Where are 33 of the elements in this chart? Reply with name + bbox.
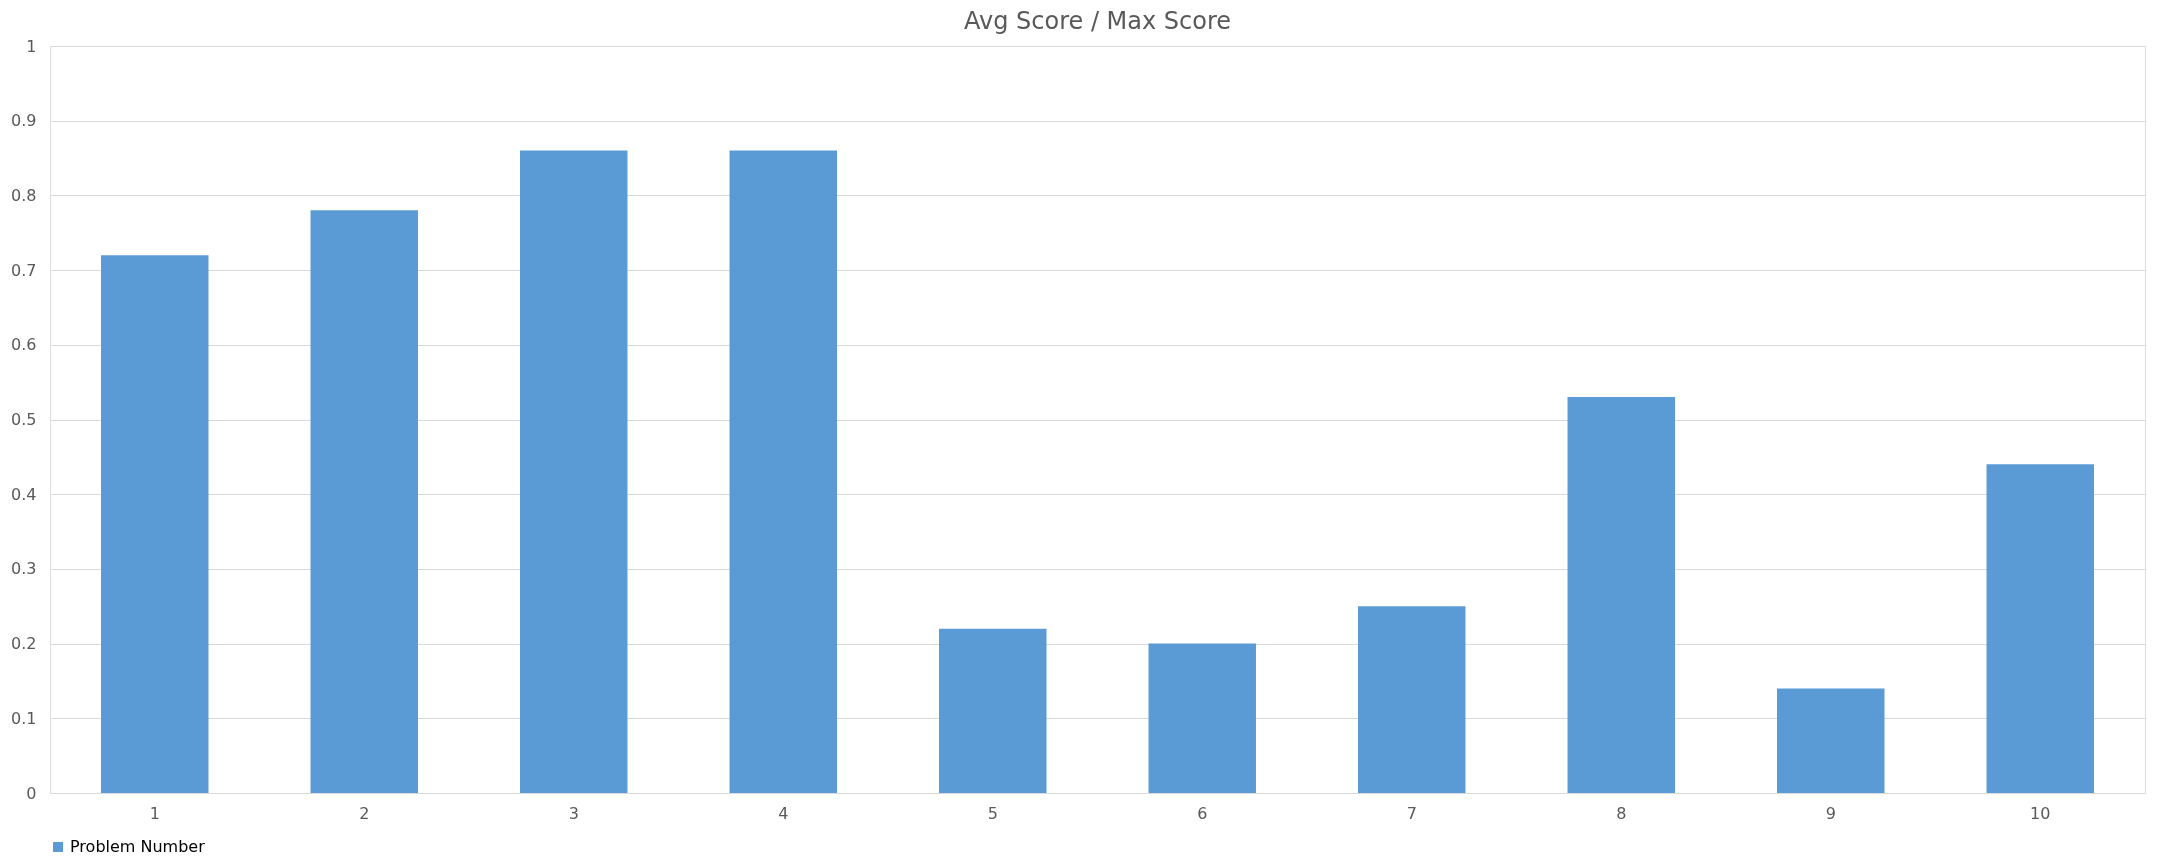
x-tick-label: 4	[778, 803, 789, 823]
x-tick-label: 10	[2030, 803, 2051, 823]
y-tick-label: 0.1	[11, 708, 37, 728]
bar	[729, 150, 837, 793]
x-tick-label: 3	[568, 803, 579, 823]
y-tick-label: 0.9	[11, 111, 37, 131]
y-tick-label: 0.6	[11, 335, 37, 355]
x-tick-label: 9	[1825, 803, 1836, 823]
bar	[101, 255, 209, 793]
bar	[1986, 464, 2094, 793]
y-tick-label: 0.2	[11, 634, 37, 654]
x-tick-label: 5	[987, 803, 998, 823]
bar	[1148, 643, 1256, 793]
y-tick-label: 0	[26, 783, 37, 803]
chart-title: Avg Score / Max Score	[963, 7, 1232, 35]
y-tick-label: 0.3	[11, 559, 37, 579]
bar	[1777, 688, 1885, 793]
y-tick-label: 0.8	[11, 185, 37, 205]
legend-label: Problem Number	[70, 837, 206, 856]
y-tick-label: 0.5	[11, 410, 37, 429]
y-tick-label: 1	[26, 36, 37, 56]
y-tick-label: 0.4	[11, 484, 37, 504]
bar	[939, 628, 1047, 793]
x-tick-label: 6	[1197, 803, 1208, 823]
x-tick-label: 2	[359, 803, 370, 823]
bar	[1567, 397, 1675, 793]
bar	[310, 210, 418, 793]
bar	[520, 150, 628, 793]
bar	[1358, 606, 1466, 793]
x-tick-label: 1	[149, 803, 160, 823]
x-tick-label: 7	[1406, 803, 1417, 823]
x-tick-label: 8	[1616, 803, 1627, 823]
y-tick-label: 0.7	[11, 260, 37, 280]
